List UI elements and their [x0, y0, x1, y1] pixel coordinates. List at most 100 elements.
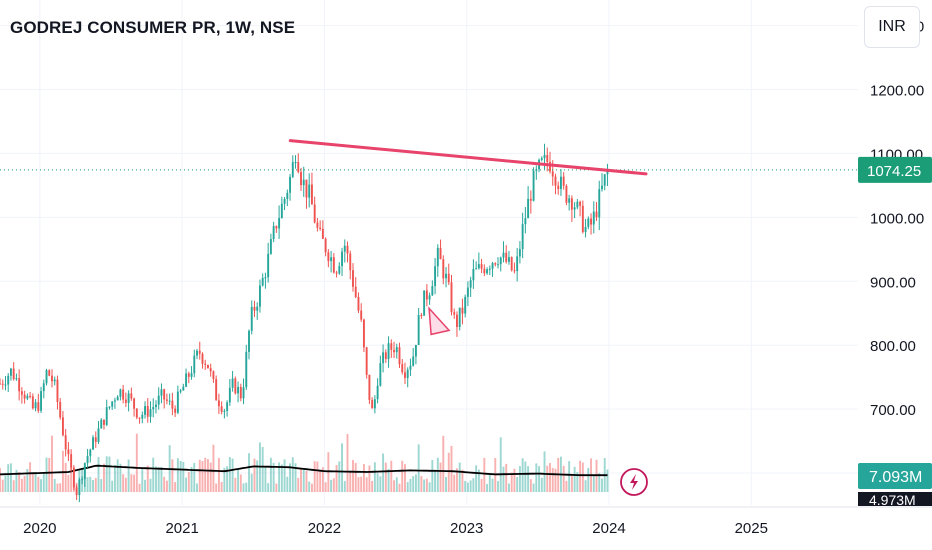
- volume-bar: [267, 483, 270, 492]
- volume-bar: [29, 462, 32, 492]
- volume-bar: [51, 435, 53, 492]
- volume-bar: [387, 468, 390, 492]
- candle-body: [458, 307, 461, 328]
- candle-body: [228, 387, 231, 403]
- x-tick-label: 2021: [165, 520, 198, 537]
- candle-body: [0, 383, 1, 385]
- volume-bar: [393, 480, 395, 492]
- candle-body: [9, 368, 12, 376]
- currency-button[interactable]: INR: [864, 6, 920, 48]
- volume-bar: [144, 479, 146, 492]
- volume-bar: [390, 460, 393, 492]
- candle-body: [26, 396, 29, 399]
- candle-body: [341, 251, 343, 267]
- candle-body: [428, 295, 431, 300]
- volume-bar: [483, 457, 486, 492]
- candle-body: [20, 391, 23, 395]
- volume-bar: [40, 479, 43, 492]
- volume-bar: [447, 452, 450, 492]
- candle-body: [267, 253, 270, 278]
- candle-body: [223, 410, 226, 412]
- candle-body: [483, 268, 486, 274]
- candle-body: [305, 179, 308, 198]
- x-tick-label: 2020: [23, 520, 56, 537]
- candle-body: [250, 306, 253, 331]
- candle-body: [7, 375, 10, 385]
- volume-bar: [133, 474, 136, 492]
- volume-bar: [108, 456, 111, 492]
- chart-title: GODREJ CONSUMER PR, 1W, NSE: [10, 18, 296, 37]
- candle-body: [53, 379, 56, 382]
- candle-body: [497, 264, 499, 266]
- volume-bar: [212, 444, 215, 492]
- volume-bar: [573, 466, 576, 492]
- candle-body: [409, 365, 412, 370]
- candle-body: [313, 204, 316, 223]
- candle-body: [332, 257, 335, 273]
- volume-ma-badge: [858, 492, 932, 506]
- candle-body: [127, 393, 130, 403]
- volume-bar: [100, 479, 103, 492]
- candle-body: [379, 363, 382, 386]
- volume-bar: [237, 469, 240, 492]
- volume-bar: [269, 457, 272, 492]
- price-axis-panel[interactable]: [858, 0, 932, 550]
- candle-body: [278, 217, 281, 229]
- candle-body: [461, 307, 464, 314]
- volume-bar: [97, 457, 100, 492]
- candle-body: [486, 269, 489, 274]
- candle-body: [258, 285, 261, 307]
- candle-body: [261, 277, 264, 286]
- volume-bar: [256, 460, 259, 492]
- volume-bar: [598, 473, 601, 492]
- candle-body: [532, 170, 535, 201]
- candle-body: [472, 269, 475, 281]
- volume-bar: [234, 477, 237, 492]
- volume-bar: [187, 472, 190, 492]
- candle-body: [464, 296, 467, 314]
- volume-bar: [341, 443, 343, 492]
- volume-bar: [163, 476, 166, 492]
- candle-body: [302, 179, 305, 186]
- candle-body: [346, 245, 349, 254]
- volume-bar: [546, 465, 549, 492]
- candle-body: [338, 266, 341, 274]
- volume-bar: [42, 472, 45, 492]
- x-tick-label: 2023: [450, 520, 483, 537]
- y-tick-label: 700.00: [870, 402, 916, 419]
- candle-body: [420, 315, 423, 317]
- triangle-drawing[interactable]: [428, 306, 451, 336]
- volume-bar: [505, 463, 508, 492]
- volume-bar: [529, 479, 532, 492]
- candle-body: [319, 227, 322, 229]
- volume-bar: [382, 453, 385, 492]
- volume-bar: [217, 458, 220, 492]
- candle-body: [417, 315, 420, 345]
- volume-bar: [226, 466, 229, 492]
- trendline[interactable]: [288, 139, 648, 176]
- candle-body: [360, 310, 363, 320]
- volume-bar: [535, 463, 538, 492]
- volume-bar: [434, 469, 437, 492]
- candle-body: [447, 273, 450, 283]
- candle-body: [529, 198, 532, 201]
- candle-body: [264, 277, 267, 279]
- candle-body: [86, 455, 89, 464]
- candle-body: [434, 266, 437, 287]
- volume-bar: [275, 483, 278, 492]
- volume-bar: [507, 483, 510, 492]
- volume-bar: [368, 465, 371, 492]
- volume-bar: [174, 482, 177, 492]
- candle-body: [37, 402, 40, 411]
- candle-body: [521, 224, 524, 250]
- candle-body: [231, 378, 234, 388]
- volume-bar: [305, 470, 308, 492]
- candle-body: [477, 264, 480, 269]
- volume-bar: [171, 459, 174, 492]
- time-axis-panel[interactable]: [0, 507, 932, 550]
- candle-body: [23, 394, 26, 399]
- candle-body: [226, 402, 229, 411]
- candle-body: [155, 404, 157, 408]
- volume-bar: [127, 459, 130, 492]
